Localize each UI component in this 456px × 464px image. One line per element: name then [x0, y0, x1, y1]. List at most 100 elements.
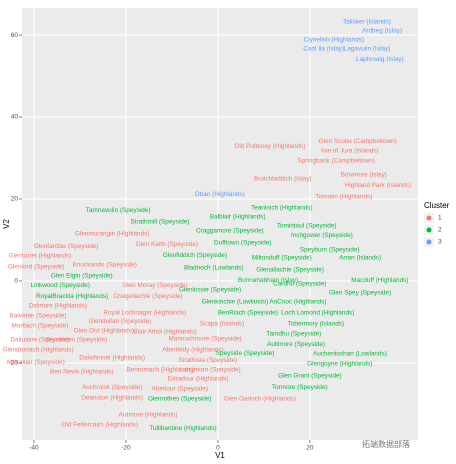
point-label: Auchentoshan (Lowlands): [313, 351, 387, 358]
point-label: RoyalBrackla (Highlands): [36, 293, 108, 300]
point-label: Glenfiddich (Speyside): [163, 252, 227, 259]
point-label: Talisker (Islands): [343, 19, 391, 26]
point-label: Dailuaine (Speyside): [10, 337, 69, 344]
x-tick-label: 0: [216, 445, 220, 452]
legend-label: 1: [438, 215, 442, 222]
point-label: Aberlour (Speyside): [152, 385, 208, 392]
point-label: Tamdhu (Speyside): [266, 331, 321, 338]
point-label: Glenkinchie (Lowlands): [202, 299, 268, 306]
point-label: Glenmorangie (Highlands): [75, 231, 150, 238]
legend-title: Cluster: [424, 201, 450, 210]
point-label: Longmorn (Speyside): [180, 367, 241, 374]
point-label: Craggamore (Speyside): [196, 228, 264, 235]
point-label: Deanston (Highlands): [81, 394, 143, 401]
point-label: Tobermory (Islands): [288, 321, 344, 328]
point-label: Benromach (Highlands): [126, 367, 193, 374]
point-label: Glen Elgin (Speyside): [51, 273, 113, 280]
point-label: Macduff (Highlands): [351, 277, 408, 284]
point-label: Old Fettercairn (Highlands): [61, 422, 138, 429]
point-label: Ardmore (Highlands): [119, 412, 178, 419]
point-label: Cardhu (Speyside): [273, 281, 326, 288]
point-label: Strathisla (Speyside): [178, 357, 237, 364]
point-label: Highland Park (Islands): [345, 182, 411, 189]
point-label: Glen Scotia (Campbeltown): [319, 138, 397, 145]
point-label: Glenfarclas (Speyside): [34, 243, 99, 250]
point-label: Mannochmore (Speyside): [168, 335, 241, 342]
x-tick-label: -20: [121, 445, 131, 452]
point-label: Strathmill (Speyside): [130, 219, 189, 226]
point-label: Glen Garioch (Highlands): [224, 396, 296, 403]
point-label: Old Pulteney (Highlands): [234, 143, 305, 150]
point-label: Balblair (Highlands): [210, 214, 266, 221]
point-label: Craigellachie (Speyside): [113, 293, 182, 300]
point-label: Edradour (Highlands): [168, 376, 229, 383]
point-label: Speyburn (Speyside): [300, 247, 360, 254]
point-label: Tomatin (Highlands): [316, 194, 373, 201]
point-label: Tamnavulin (Speyside): [86, 207, 151, 214]
point-label: Mortlach (Speyside): [12, 323, 69, 330]
point-label: Glen Spey (Speyside): [329, 290, 391, 297]
point-label: Linkwood (Speyside): [31, 282, 90, 289]
legend-label: 3: [438, 239, 442, 246]
point-label: Aultmore (Speyside): [267, 341, 325, 348]
x-tick-label: -40: [29, 445, 39, 452]
point-label: Knockando (Speyside): [73, 262, 137, 269]
point-label: Aberfeldy (Highlands): [162, 347, 223, 354]
legend-swatch: [426, 215, 432, 221]
point-label: Balvenie (Speyside): [10, 312, 67, 319]
panel: [22, 8, 418, 440]
y-tick-label: 60: [11, 32, 19, 39]
point-label: Glen Grant (Speyside): [278, 373, 342, 380]
point-label: Miltonduff (Speyside): [252, 255, 312, 262]
point-label: Glen Keith (Speyside): [136, 241, 198, 248]
point-label: BenRiach (Speyside): [218, 310, 278, 317]
point-label: Glenturret (Highlands): [8, 253, 71, 260]
point-label: Clynelish (Highlands): [304, 37, 364, 44]
point-label: Bladnoch (Lowlands): [184, 265, 244, 272]
point-label: Glen Moray (Speyside): [122, 282, 187, 289]
point-label: Glen Ord (Highlands): [74, 328, 134, 335]
point-label: Laphroaig (Islay): [356, 56, 404, 63]
x-tick-label: 20: [306, 445, 314, 452]
point-label: Glendullan (Speyside): [89, 318, 152, 325]
point-label: Speyside (Speyside): [216, 350, 275, 357]
y-tick-label: 0: [14, 278, 18, 285]
point-label: Benrinnes (Speyside): [46, 337, 107, 344]
y-axis-label: V2: [2, 219, 11, 229]
point-label: Arran (Islands): [339, 255, 381, 262]
y-tick-label: 20: [11, 196, 19, 203]
point-label: Dalmore (Highlands): [29, 303, 88, 310]
legend-swatch: [426, 239, 432, 245]
point-label: Scapa (Islands): [200, 321, 244, 328]
point-label: Glendronach (Highlands): [3, 347, 74, 354]
point-label: Ardbeg (Islay): [362, 28, 402, 35]
point-label: Glenrothes (Speyside): [148, 396, 212, 403]
point-label: Glenallachie (Speyside): [256, 267, 324, 274]
point-label: Loch Lomond (Highlands): [281, 310, 354, 317]
point-label: Macallan (Speyside): [7, 359, 65, 366]
point-label: Bowmore (Islay): [341, 172, 387, 179]
point-label: Glengoyne (Highlands): [307, 360, 372, 367]
y-tick-label: 40: [11, 114, 19, 121]
point-label: Glenlord (Speyside): [8, 264, 64, 271]
x-axis-label: V1: [215, 451, 225, 460]
y-tick-label: -20: [9, 360, 19, 367]
point-label: Dalwhinnie (Highlands): [79, 355, 145, 362]
point-label: Ben Nevis (Highlands): [50, 369, 114, 376]
point-label: Glenlossie (Speyside): [179, 287, 241, 294]
point-label: Oban (Highlands): [195, 191, 245, 198]
point-label: Springbank (Campbeltown): [297, 158, 374, 165]
point-label: Teaninich (Highlands): [251, 205, 312, 212]
point-label: Tullibardine (Highlands): [149, 425, 216, 432]
point-label: Dufftown (Speyside): [214, 240, 271, 247]
point-label: AnCnoc (Highlands): [269, 299, 326, 306]
watermark: 拓端数据部落: [362, 439, 410, 449]
legend-swatch: [426, 227, 432, 233]
point-label: Bunnahabhain (Islay): [238, 277, 298, 284]
point-label: Tomintoul (Speyside): [277, 223, 337, 230]
point-label: Inchgower (Speyside): [291, 232, 353, 239]
point-label: Tormore (Speyside): [272, 384, 328, 391]
point-label: Bruichladdich (Islay): [254, 176, 312, 183]
